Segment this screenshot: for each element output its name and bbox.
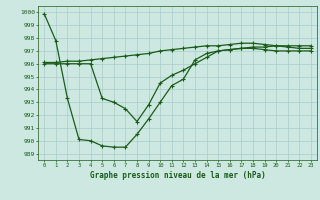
X-axis label: Graphe pression niveau de la mer (hPa): Graphe pression niveau de la mer (hPa) [90, 171, 266, 180]
